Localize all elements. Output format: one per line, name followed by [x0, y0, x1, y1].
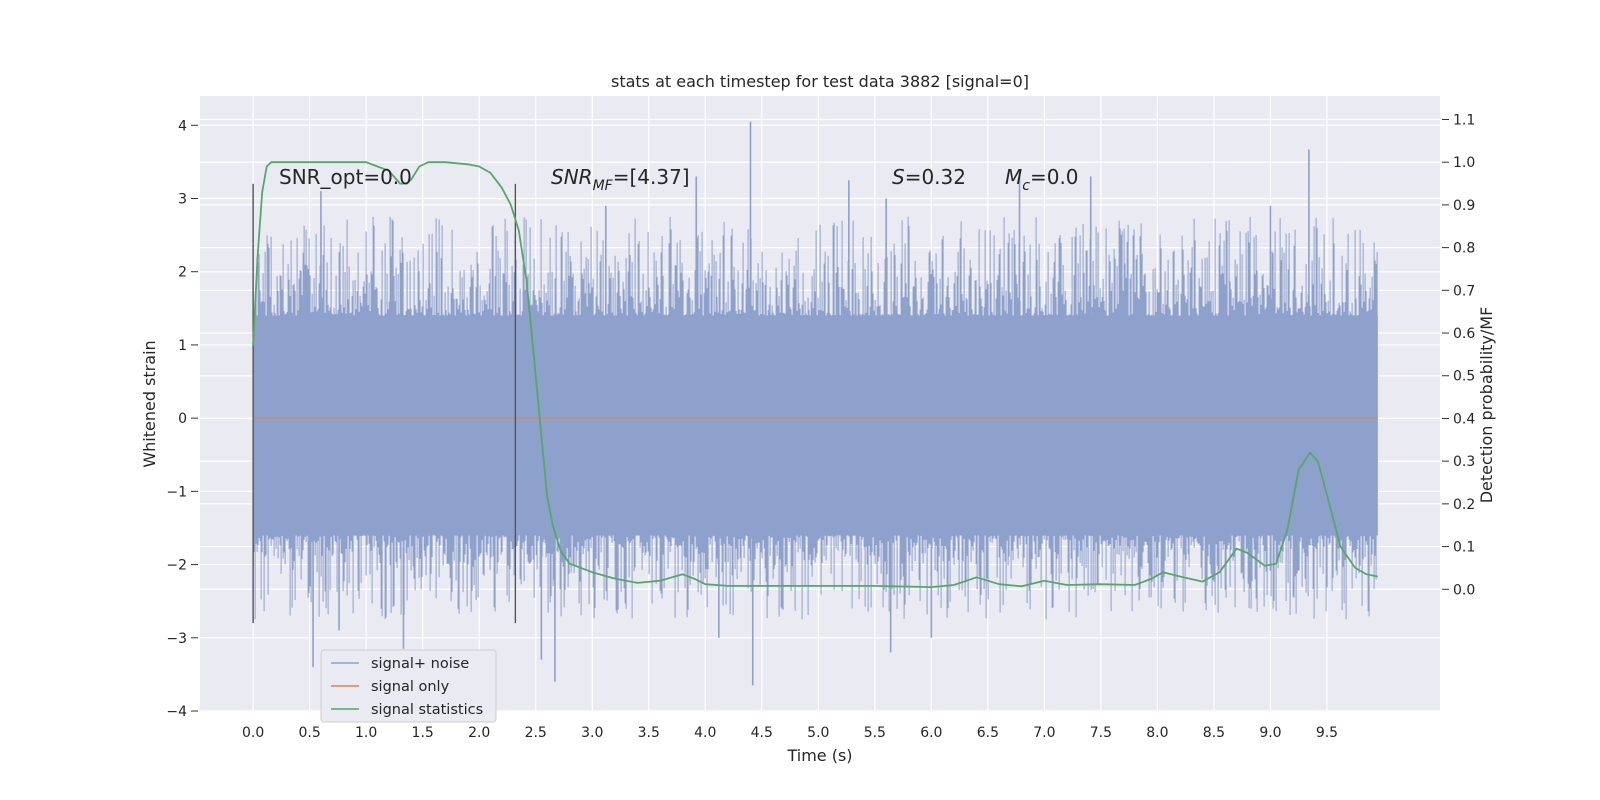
y-tick-label: 2 [178, 265, 187, 281]
y2-tick-label: 0.5 [1453, 369, 1475, 385]
window-markers [252, 183, 517, 624]
y2-tick-label: 0.7 [1453, 283, 1475, 299]
y-tick-label: −3 [166, 631, 187, 647]
y2-tick-label: 0.3 [1453, 454, 1475, 470]
y-tick-label: 3 [178, 192, 187, 208]
x-tick-label: 2.5 [525, 725, 547, 741]
x-tick-label: 5.0 [807, 725, 829, 741]
x-tick-label: 1.0 [355, 725, 377, 741]
annotation-snr-mf: SNRMF=[4.37] [551, 165, 690, 194]
x-tick-label: 0.0 [242, 725, 264, 741]
annotation-mc: Mc=0.0 [1005, 165, 1079, 194]
x-tick-label: 6.0 [920, 725, 942, 741]
legend-label-signal-statistics: signal statistics [371, 702, 483, 718]
statistics-line [252, 161, 1378, 588]
y2-tick-label: 0.0 [1453, 582, 1475, 598]
y-tick-label: 0 [178, 411, 187, 427]
x-tick-label: 1.5 [412, 725, 434, 741]
y-tick-label: −4 [166, 704, 187, 720]
y2-tick-label: 0.9 [1453, 198, 1475, 214]
chart-title: stats at each timestep for test data 388… [611, 72, 1029, 91]
y2-tick-label: 0.4 [1453, 411, 1475, 427]
x-tick-label: 9.0 [1259, 725, 1281, 741]
y2-tick-label: 0.1 [1453, 540, 1475, 556]
annotation-s: S=0.32 [892, 165, 966, 189]
legend-label-signal-noise: signal+ noise [371, 656, 469, 672]
y2-axis-ticks: 0.0 0.1 0.2 0.3 0.4 0.5 0.6 0.7 0.8 0.9 1.0 1.1 [1442, 112, 1475, 598]
y2-axis-label: Detection probability/MF [1477, 307, 1496, 504]
y-tick-label: 4 [178, 118, 187, 134]
y-axis-label: Whitened strain [140, 340, 159, 467]
y-tick-label: −2 [166, 558, 187, 574]
x-tick-label: 2.0 [468, 725, 490, 741]
x-tick-label: 0.5 [299, 725, 321, 741]
y2-tick-label: 0.8 [1453, 241, 1475, 257]
series-signal-noise [252, 121, 1378, 686]
y-axis-ticks: −4 −3 −2 −1 0 1 2 3 4 [166, 118, 198, 720]
legend-label-signal-only: signal only [371, 679, 450, 695]
y2-tick-label: 0.6 [1453, 326, 1475, 342]
x-axis-label: Time (s) [786, 746, 852, 765]
x-tick-label: 3.5 [638, 725, 660, 741]
x-tick-label: 9.5 [1316, 725, 1338, 741]
legend: signal+ noise signal only signal statist… [320, 649, 497, 723]
x-tick-label: 8.5 [1203, 725, 1225, 741]
annotation-snr-opt: SNR_opt=0.0 [279, 165, 412, 189]
x-tick-label: 5.5 [864, 725, 886, 741]
y2-tick-label: 1.0 [1453, 155, 1475, 171]
x-tick-label: 4.0 [694, 725, 716, 741]
y2-tick-label: 1.1 [1453, 112, 1475, 128]
x-tick-label: 7.5 [1090, 725, 1112, 741]
x-tick-label: 6.5 [977, 725, 999, 741]
y-tick-label: −1 [166, 484, 187, 500]
y2-tick-label: 0.2 [1453, 497, 1475, 513]
x-tick-label: 7.0 [1033, 725, 1055, 741]
y-tick-label: 1 [178, 338, 187, 354]
x-tick-label: 4.5 [751, 725, 773, 741]
series-signal-statistics [252, 161, 1378, 588]
x-tick-label: 8.0 [1146, 725, 1168, 741]
x-tick-label: 3.0 [581, 725, 603, 741]
legend-box [320, 649, 497, 723]
x-axis-ticks: 0.0 0.5 1.0 1.5 2.0 2.5 3.0 3.5 4.0 4.5 5.0 5.5 6.0 6… [242, 725, 1338, 741]
